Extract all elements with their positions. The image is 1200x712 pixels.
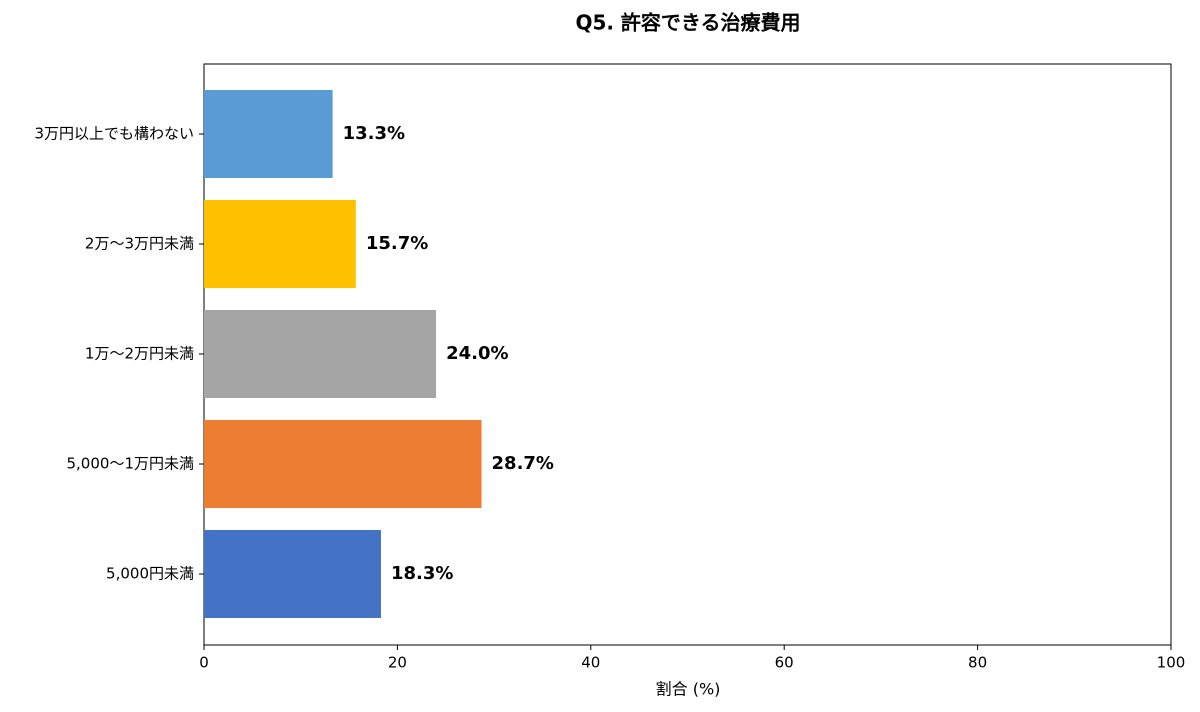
bar (204, 530, 381, 618)
x-tick-label: 20 (388, 654, 407, 672)
value-label: 18.3% (391, 563, 453, 584)
value-label: 28.7% (492, 453, 554, 474)
bar (204, 200, 356, 288)
y-tick-label: 1万〜2万円未満 (85, 345, 194, 363)
y-tick-label: 5,000〜1万円未満 (67, 455, 195, 473)
x-tick-label: 60 (775, 654, 794, 672)
y-tick-label: 2万〜3万円未満 (85, 235, 194, 253)
bar (204, 90, 333, 178)
y-tick-label: 5,000円未満 (106, 565, 194, 583)
x-tick-label: 80 (968, 654, 987, 672)
chart-title: Q5. 許容できる治療費用 (575, 11, 800, 35)
x-tick-label: 40 (581, 654, 600, 672)
x-tick-label: 0 (199, 654, 209, 672)
value-label: 24.0% (446, 343, 508, 364)
x-tick-label: 100 (1157, 654, 1186, 672)
bar (204, 310, 437, 398)
value-label: 13.3% (343, 123, 405, 144)
x-axis-label: 割合 (%) (656, 680, 721, 699)
value-label: 15.7% (366, 233, 428, 254)
y-tick-label: 3万円以上でも構わない (34, 125, 194, 143)
bar (204, 420, 482, 508)
